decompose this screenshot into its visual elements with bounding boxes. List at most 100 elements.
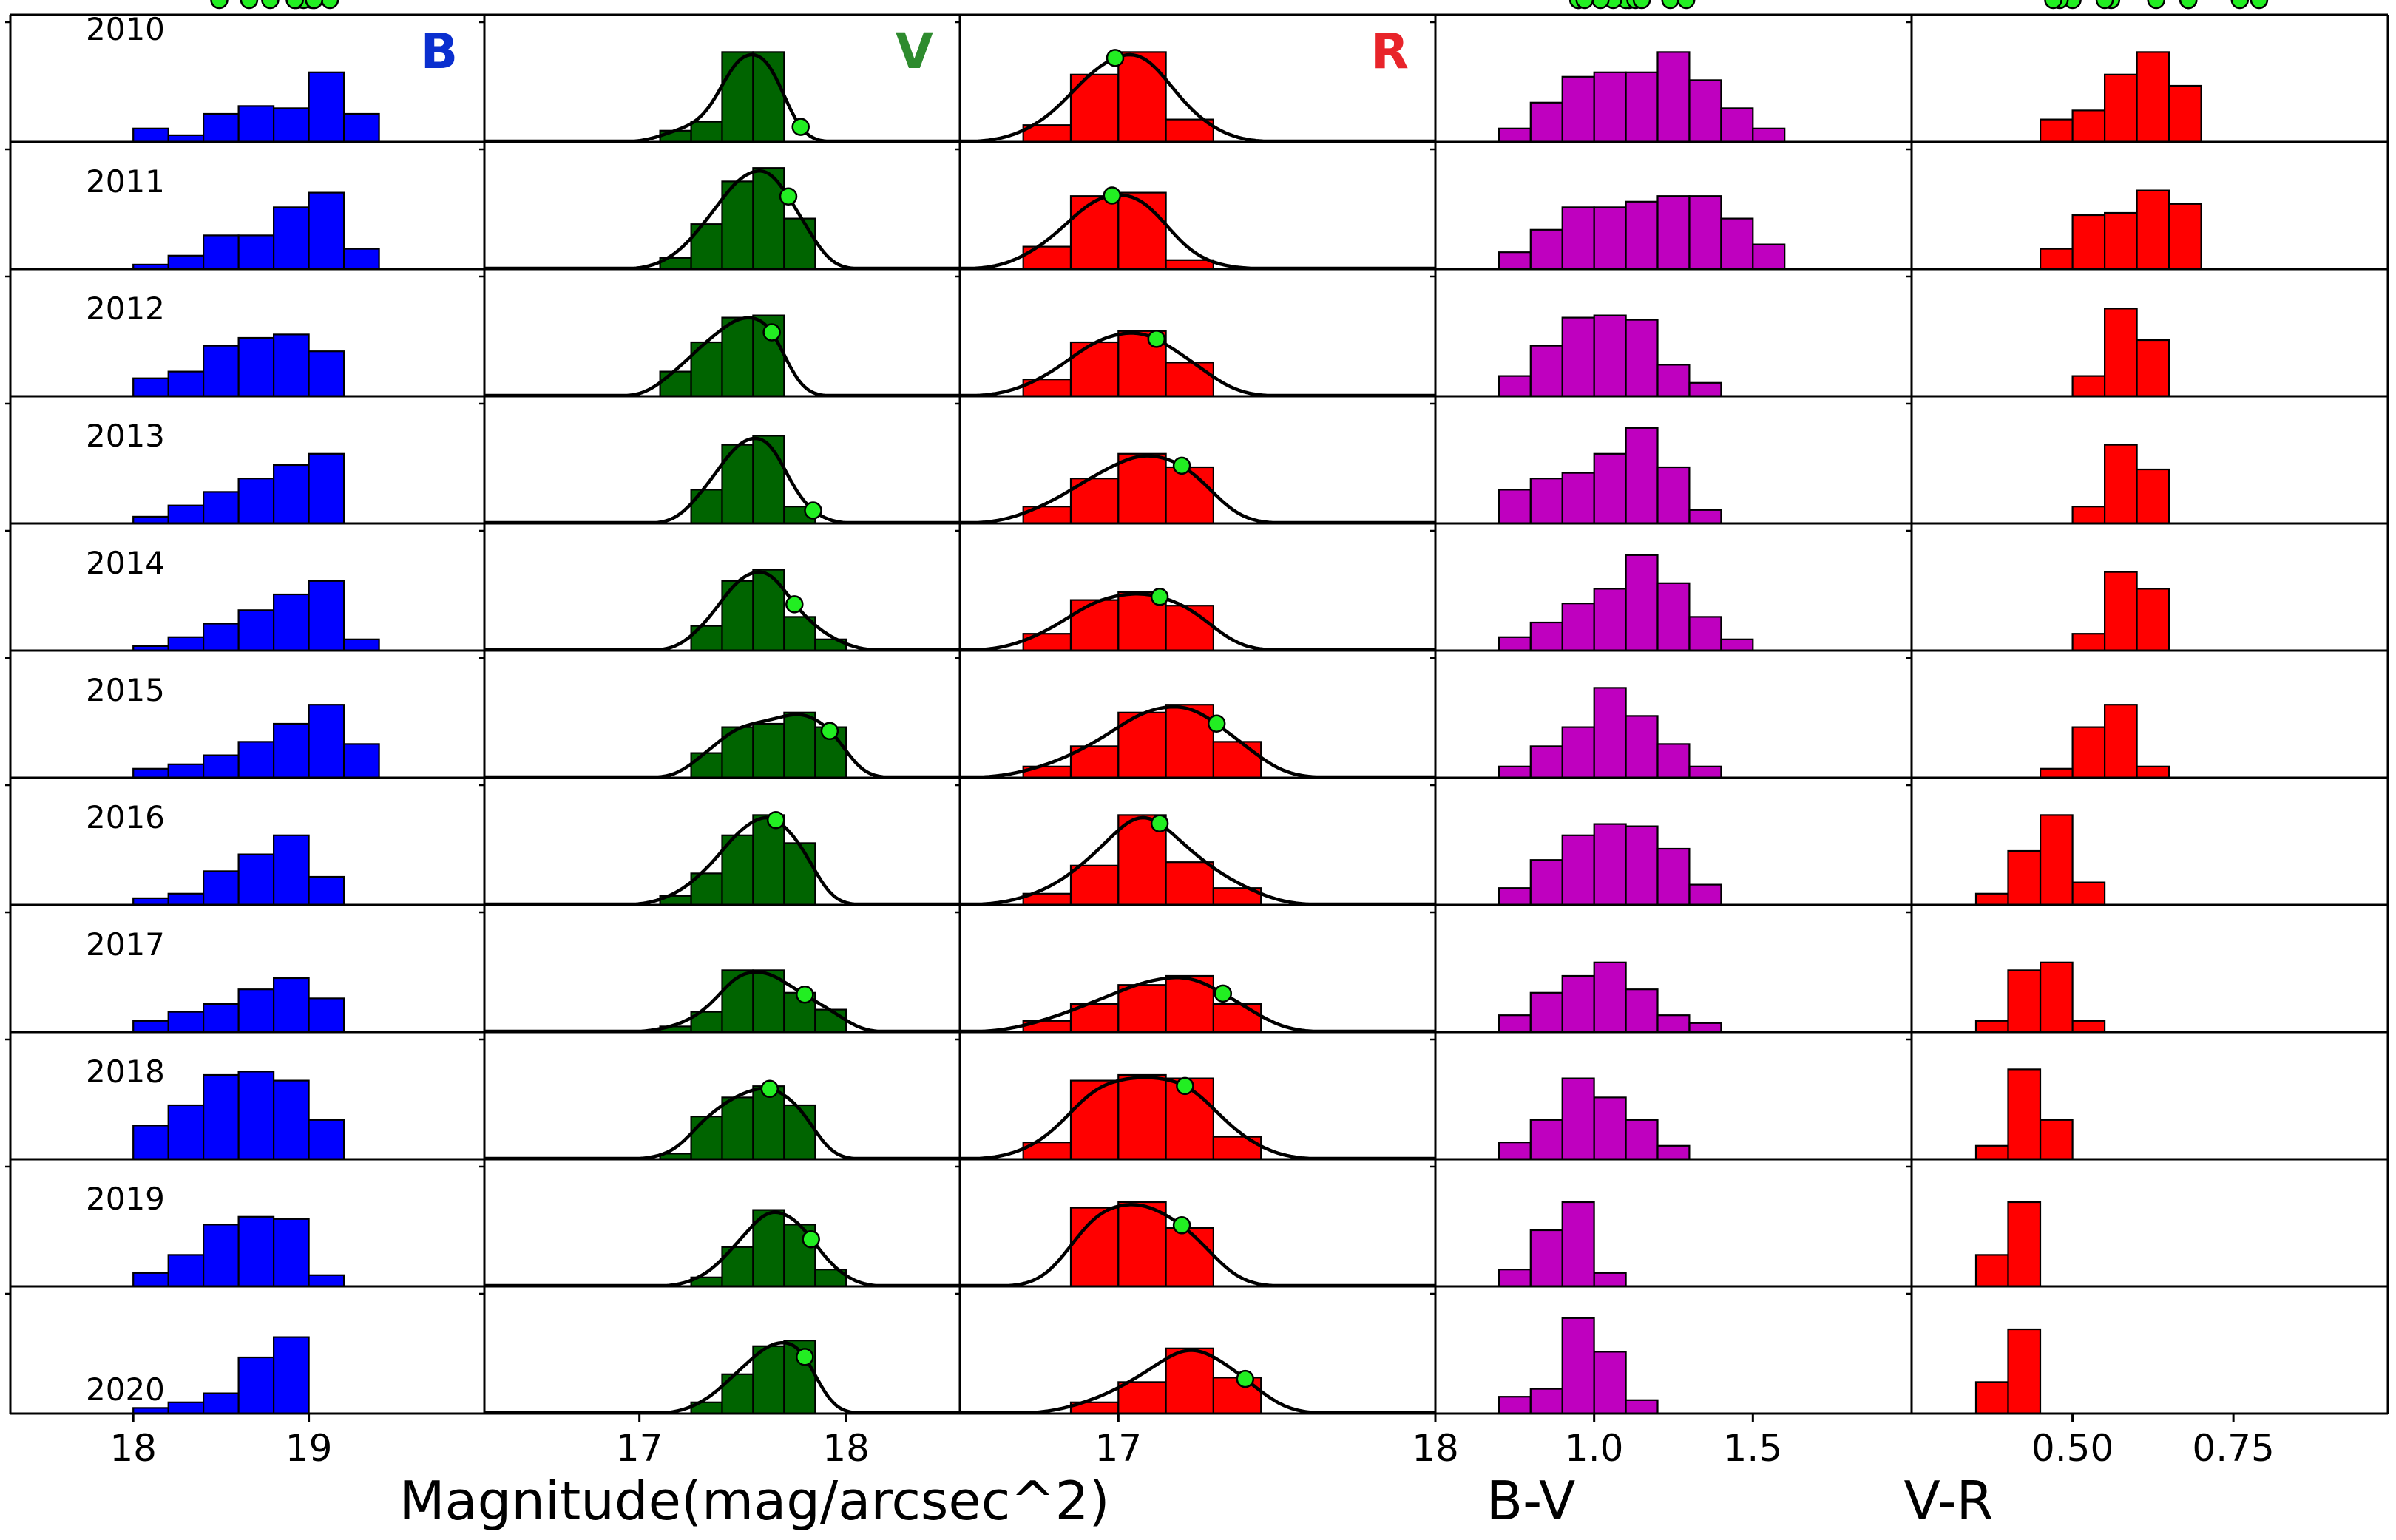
hist-bar [203, 623, 240, 652]
peak-marker [796, 1348, 814, 1366]
year-label: 2010 [86, 11, 165, 47]
year-label: 2014 [86, 545, 165, 581]
peak-marker [1103, 186, 1122, 205]
hist-bar [1688, 195, 1722, 271]
hist-bar [721, 580, 754, 652]
hist-bar [1165, 861, 1214, 906]
hist-bar [1212, 1136, 1262, 1161]
hist-bar [2104, 444, 2138, 525]
hist-bar [203, 491, 240, 525]
hist-bar [273, 107, 310, 143]
hist-bar [2007, 1201, 2042, 1288]
hist-bar [237, 609, 275, 652]
hist-bar [203, 234, 240, 271]
hist-bar [721, 180, 754, 271]
hist-bar [273, 593, 310, 652]
hist-bar [1656, 195, 1691, 271]
hist-bar [2136, 189, 2170, 271]
hist-bar [752, 569, 785, 652]
hist-bar [308, 1119, 345, 1161]
hist-bar [2007, 969, 2042, 1034]
hist-bar [343, 248, 380, 271]
hist-bar [1974, 892, 2009, 906]
hist-bar [2007, 1328, 2042, 1415]
hist-bar [1561, 75, 1595, 143]
hist-bar [237, 853, 275, 906]
hist-bar [721, 316, 754, 398]
hist-bar [659, 370, 692, 398]
hist-bar [1561, 1317, 1595, 1415]
peak-marker [2179, 0, 2198, 10]
peak-marker [1575, 0, 1594, 10]
hist-bar [1625, 319, 1659, 398]
hist-bar [1529, 1229, 1563, 1288]
hist-bar [1625, 715, 1659, 779]
hist-bar [2071, 214, 2106, 271]
peak-marker [1207, 714, 1226, 733]
hist-bar [1529, 1388, 1563, 1415]
hist-bar [1974, 1381, 2009, 1415]
x-tick-label: 17 [616, 1427, 663, 1470]
hist-bar [273, 722, 310, 779]
hist-bar [308, 875, 345, 906]
hist-bar [132, 1020, 169, 1034]
hist-bar [1529, 101, 1563, 143]
hist-bar [1498, 375, 1532, 398]
hist-bar [1688, 616, 1722, 652]
hist-bar [1117, 51, 1167, 143]
hist-bar [1593, 961, 1627, 1034]
year-label: 2012 [86, 291, 165, 327]
peak-marker [210, 0, 229, 10]
hist-bar [721, 1096, 754, 1161]
year-label: 2020 [86, 1371, 165, 1408]
hist-bar [1688, 381, 1722, 398]
hist-bar [1498, 1269, 1532, 1288]
hist-bar [1498, 1014, 1532, 1034]
peak-marker [2147, 0, 2165, 10]
hist-bar [1688, 509, 1722, 525]
panel-label-R: R [1371, 23, 1409, 80]
peak-marker [1172, 456, 1191, 475]
x-tick-label: 1.5 [1724, 1427, 1783, 1470]
hist-bar [1498, 765, 1532, 779]
hist-bar [237, 741, 275, 779]
hist-bar [203, 345, 240, 398]
hist-bar [1593, 1272, 1627, 1288]
hist-bar [343, 112, 380, 143]
hist-bar [308, 350, 345, 398]
hist-bar [1117, 1073, 1167, 1161]
peak-marker [1150, 814, 1169, 832]
hist-bar [132, 767, 169, 779]
x-tick-label: 17 [1094, 1427, 1142, 1470]
hist-bar [1069, 864, 1120, 906]
hist-bar [132, 377, 169, 398]
hist-bar [752, 722, 785, 779]
hist-bar [690, 752, 723, 779]
hist-bar [1593, 71, 1627, 143]
x-axis-title-magnitude: Magnitude(mag/arcsec^2) [399, 1470, 1109, 1532]
hist-bar [2040, 1119, 2074, 1161]
peak-markers-layer [210, 0, 2269, 1388]
x-tick-label: 0.75 [2192, 1427, 2274, 1470]
hist-bar [1117, 452, 1167, 525]
peak-marker [804, 501, 822, 520]
hist-bar [1165, 259, 1214, 271]
hist-bar [1656, 743, 1691, 779]
hist-bar [2040, 961, 2074, 1034]
hist-bar [721, 969, 754, 1034]
hist-bar [659, 129, 692, 143]
hist-bar [237, 105, 275, 143]
hist-bar [2071, 633, 2106, 652]
peak-marker [2095, 0, 2114, 10]
hist-bar [2136, 588, 2170, 652]
hist-bar [1625, 988, 1659, 1034]
hist-bar [1165, 1227, 1214, 1288]
hist-bar [1561, 603, 1595, 652]
year-label: 2017 [86, 926, 165, 963]
histogram-bars-layer [132, 51, 2202, 1415]
hist-bar [1165, 466, 1214, 525]
peak-marker [240, 0, 259, 10]
hist-bar [1688, 79, 1722, 143]
year-label: 2013 [86, 418, 165, 454]
